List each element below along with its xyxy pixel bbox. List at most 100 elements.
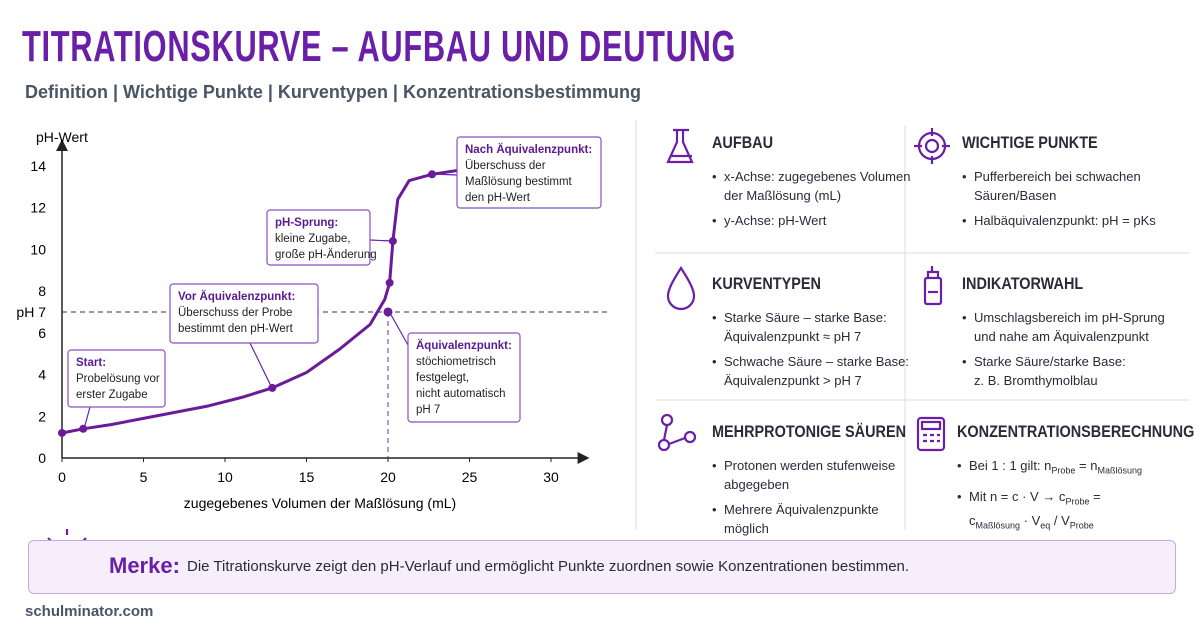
annotation-text: erster Zugabe — [76, 389, 148, 401]
annotation-box — [169, 283, 319, 344]
annotation-text: große pH-Änderung — [275, 249, 377, 261]
bullet-text: y-Achse: pH-Wert — [724, 213, 827, 228]
bullet-text: und nahe am Äquivalenzpunkt — [974, 329, 1149, 344]
panel: WICHTIGE PUNKTE Pufferbereich bei schwach… — [962, 133, 1200, 236]
bullet: Halbäquivalenzpunkt: pH = pKs — [962, 211, 1200, 230]
panel: KURVENTYPEN Starke Säure – starke Base: Äq… — [712, 274, 952, 396]
y-tick-label: 14 — [30, 158, 46, 174]
bullet: Protonen werden stufenweise abgegeben — [712, 456, 952, 494]
bullet-text: Säuren/Basen — [974, 188, 1057, 203]
panel: AUFBAU x-Achse: zugegebenes Volumen der Ma… — [712, 133, 952, 236]
annotation-text: stöchiometrisch — [416, 356, 496, 368]
panel: MEHRPROTONIGE SÄUREN Protonen werden stuf… — [712, 422, 952, 544]
bullet-text: Halbäquivalenzpunkt: pH = pKs — [974, 213, 1156, 228]
x-tick-label: 0 — [58, 469, 66, 485]
bullet-text: Umschlagsbereich im pH-Sprung — [974, 310, 1165, 325]
panel-title: AUFBAU — [712, 133, 774, 152]
x-tick-label: 20 — [380, 469, 396, 485]
x-tick-label: 15 — [299, 469, 315, 485]
y-tick-label: 0 — [38, 450, 46, 466]
bullet-text: abgegeben — [724, 477, 790, 492]
bullet-text: Protonen werden stufenweise — [724, 458, 896, 473]
y-tick-label: 8 — [38, 283, 46, 299]
x-tick-label: 25 — [462, 469, 478, 485]
annotation-title: Nach Äquivalenzpunkt: — [465, 143, 592, 156]
y-tick-label: 12 — [30, 200, 46, 216]
x-tick-label: 30 — [543, 469, 559, 485]
title: TITRATIONSKURVE – AUFBAU UND DEUTUNG — [22, 22, 737, 71]
bullet-line: Bei 1 : 1 gilt: nProbe = nMaßlösung — [969, 456, 1197, 481]
annotation-text: Maßlösung bestimmt — [465, 176, 573, 188]
y-tick-label: 2 — [38, 408, 46, 424]
bullet-text: möglich — [724, 521, 769, 536]
bullet-text: z. B. Bromthymolblau — [974, 373, 1098, 388]
leader — [249, 342, 273, 389]
annotation-text: nicht automatisch — [416, 388, 506, 400]
footer: schulminator.com — [25, 603, 154, 620]
annotation-title: pH-Sprung: — [275, 217, 338, 229]
panel-title: WICHTIGE PUNKTE — [962, 133, 1098, 152]
bullet: Starke Säure/starke Base: z. B. Bromthymo… — [962, 352, 1200, 390]
annotation-text: pH 7 — [416, 404, 440, 416]
text: · V — [1020, 513, 1041, 529]
panel-title: INDIKATORWAHL — [962, 274, 1084, 293]
subscript: Probe — [1069, 520, 1094, 531]
bullet-text: Pufferbereich bei schwachen — [974, 169, 1141, 184]
annotation-title: Äquivalenzpunkt: — [416, 339, 512, 352]
chart: 0 2 4 6 8 10 12 14 0 5 10 15 20 25 30 pH-Wert zugegebene… — [16, 129, 610, 511]
subtitle: Definition | Wichtige Punkte | Kurventyp… — [25, 82, 641, 102]
panel-title: MEHRPROTONIGE SÄUREN — [712, 422, 907, 441]
subscript: Maßlösung — [1097, 465, 1142, 476]
note-label: Merke: — [109, 553, 180, 578]
annotation-text: Probelösung vor — [76, 373, 160, 385]
bullet-text: Äquivalenzpunkt > pH 7 — [724, 373, 862, 388]
bullet: Pufferbereich bei schwachen Säuren/Basen — [962, 167, 1200, 205]
note-box: Merke: Die Titrationskurve zeigt den pH-… — [28, 540, 1176, 594]
leader — [369, 239, 393, 242]
text: Mit n = c · V → c — [969, 488, 1066, 504]
panel: KONZENTRATIONSBERECHNUNG Bei 1 : 1 gilt: … — [957, 422, 1197, 542]
bullet: Umschlagsbereich im pH-Sprung und nahe am… — [962, 308, 1200, 346]
leader — [83, 406, 91, 430]
bullet-list: Umschlagsbereich im pH-Sprung und nahe am… — [954, 308, 1200, 390]
note-text: Die Titrationskurve zeigt den pH-Verlauf… — [187, 558, 910, 575]
reference-label: pH 7 — [16, 304, 46, 320]
bullet-list: Pufferbereich bei schwachen Säuren/Basen H… — [954, 167, 1200, 230]
text: / V — [1050, 513, 1070, 529]
bullet-line: Mit n = c · V → cProbe = — [969, 487, 1197, 512]
y-tick-label: 10 — [30, 241, 46, 257]
x-axis-label: zugegebenes Volumen der Maßlösung (mL) — [184, 495, 456, 511]
annotation-box — [407, 332, 521, 423]
annotation-box — [67, 349, 166, 408]
leader — [389, 312, 409, 346]
point — [58, 428, 66, 437]
bullet: Mit n = c · V → cProbe =cMaßlösung · Veq… — [957, 487, 1197, 536]
bullet-text: Schwache Säure – starke Base: — [724, 354, 909, 369]
y-tick-label: 6 — [38, 325, 46, 341]
panel-title: KONZENTRATIONSBERECHNUNG — [957, 422, 1195, 441]
annotation-text: Überschuss der — [465, 160, 546, 172]
curve — [61, 168, 460, 435]
annotation-text: Überschuss der Probe — [178, 307, 292, 319]
text: Bei 1 : 1 gilt: n — [969, 458, 1052, 473]
bullet: x-Achse: zugegebenes Volumen der Maßlösun… — [712, 167, 952, 205]
subscript: Maßlösung — [975, 520, 1021, 531]
bullet-list: x-Achse: zugegebenes Volumen der Maßlösun… — [704, 167, 952, 230]
panel-title: KURVENTYPEN — [712, 274, 821, 293]
text: = n — [1075, 458, 1098, 473]
bullet-list: Starke Säure – starke Base: Äquivalenzpun… — [704, 308, 952, 390]
point — [385, 278, 394, 287]
bullet: Bei 1 : 1 gilt: nProbe = nMaßlösung — [957, 456, 1197, 481]
text: = — [1089, 488, 1101, 504]
panel: INDIKATORWAHL Umschlagsbereich im pH-Spru… — [962, 274, 1200, 396]
annotation-box — [266, 209, 371, 266]
annotation-text: den pH-Wert — [465, 192, 531, 204]
bullet-line: cMaßlösung · Veq / VProbe — [969, 511, 1197, 536]
subscript: Probe — [1065, 496, 1090, 507]
leader — [431, 173, 458, 176]
bullet-list: Protonen werden stufenweise abgegeben Mehr… — [704, 456, 952, 538]
bullet: Schwache Säure – starke Base: Äquivalenzp… — [712, 352, 952, 390]
subscript: Probe — [1051, 465, 1076, 476]
annotation-title: Vor Äquivalenzpunkt: — [178, 290, 295, 303]
